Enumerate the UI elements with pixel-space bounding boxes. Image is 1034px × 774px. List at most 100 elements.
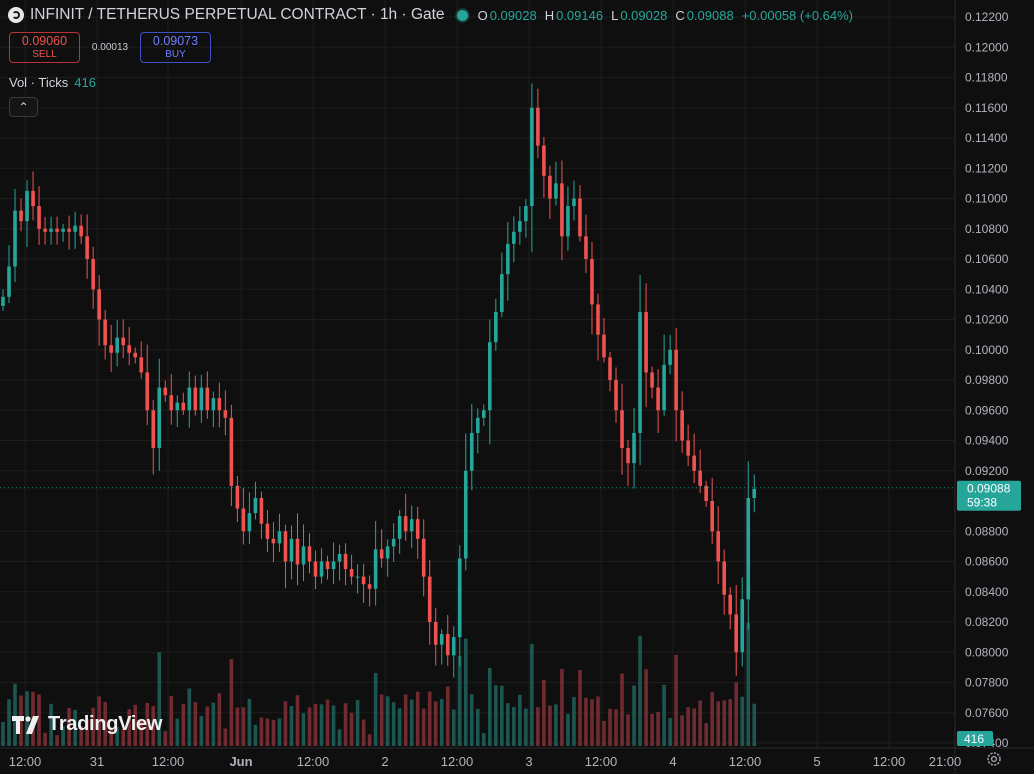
candle-body[interactable] xyxy=(13,210,17,267)
candle-body[interactable] xyxy=(367,584,372,589)
candle-body[interactable] xyxy=(686,440,690,456)
candle-body[interactable] xyxy=(283,531,288,562)
candle-body[interactable] xyxy=(43,228,47,232)
candle-body[interactable] xyxy=(626,448,630,464)
candle-body[interactable] xyxy=(115,337,119,353)
candle-body[interactable] xyxy=(500,274,504,312)
candle-body[interactable] xyxy=(656,387,660,411)
candle-body[interactable] xyxy=(331,561,336,570)
candle-body[interactable] xyxy=(620,410,624,449)
candle-body[interactable] xyxy=(355,576,360,578)
candle-body[interactable] xyxy=(548,175,552,199)
candle-body[interactable] xyxy=(457,558,462,638)
candle-body[interactable] xyxy=(181,402,186,411)
candle-body[interactable] xyxy=(247,513,252,532)
candle-body[interactable] xyxy=(187,387,192,411)
candle-body[interactable] xyxy=(674,349,678,411)
candle-body[interactable] xyxy=(494,311,498,343)
candle-body[interactable] xyxy=(337,553,342,562)
candle-body[interactable] xyxy=(343,553,348,570)
candle-body[interactable] xyxy=(229,417,234,486)
candle-body[interactable] xyxy=(596,304,600,335)
candle-body[interactable] xyxy=(133,352,138,358)
candle-body[interactable] xyxy=(139,357,144,373)
candle-body[interactable] xyxy=(475,417,480,433)
candle-body[interactable] xyxy=(403,516,408,532)
candle-body[interactable] xyxy=(109,345,113,353)
candle-body[interactable] xyxy=(121,337,125,346)
candle-body[interactable] xyxy=(722,561,726,595)
buy-button[interactable]: 0.09073 BUY xyxy=(140,32,211,63)
candle-body[interactable] xyxy=(361,576,366,585)
candle-body[interactable] xyxy=(325,561,330,570)
candle-body[interactable] xyxy=(662,364,666,411)
candle-body[interactable] xyxy=(241,508,246,532)
tradingview-logo[interactable]: TradingView xyxy=(12,713,162,736)
candle-body[interactable] xyxy=(488,342,492,411)
candle-body[interactable] xyxy=(253,497,258,514)
candle-body[interactable] xyxy=(145,372,150,411)
candle-body[interactable] xyxy=(536,107,540,146)
candle-body[interactable] xyxy=(445,634,450,656)
candle-body[interactable] xyxy=(506,243,510,275)
candle-body[interactable] xyxy=(19,210,23,222)
candle-body[interactable] xyxy=(740,599,745,653)
candle-body[interactable] xyxy=(7,266,11,297)
candle-body[interactable] xyxy=(602,334,606,358)
candle-body[interactable] xyxy=(193,387,198,411)
candle-body[interactable] xyxy=(482,410,486,418)
candle-body[interactable] xyxy=(409,519,414,532)
candle-body[interactable] xyxy=(746,497,751,600)
candle-body[interactable] xyxy=(31,190,35,207)
gear-icon[interactable] xyxy=(985,750,1003,768)
candle-body[interactable] xyxy=(704,485,708,501)
candle-body[interactable] xyxy=(397,516,402,539)
candle-body[interactable] xyxy=(644,311,648,373)
candle-body[interactable] xyxy=(91,259,95,290)
candle-body[interactable] xyxy=(67,228,71,232)
candle-body[interactable] xyxy=(61,228,65,232)
candle-body[interactable] xyxy=(421,538,426,577)
candle-body[interactable] xyxy=(512,231,516,244)
candle-body[interactable] xyxy=(103,319,107,346)
candle-body[interactable] xyxy=(734,614,739,653)
candle-body[interactable] xyxy=(463,470,468,559)
candle-body[interactable] xyxy=(301,546,306,565)
candle-body[interactable] xyxy=(680,410,684,441)
candle-body[interactable] xyxy=(650,372,654,388)
candle-body[interactable] xyxy=(319,561,324,577)
candle-body[interactable] xyxy=(710,501,714,532)
candle-body[interactable] xyxy=(469,432,474,471)
candle-body[interactable] xyxy=(175,402,180,411)
candle-body[interactable] xyxy=(259,497,264,524)
candle-body[interactable] xyxy=(25,190,29,222)
candle-body[interactable] xyxy=(752,488,757,498)
candle-body[interactable] xyxy=(313,561,318,577)
candle-body[interactable] xyxy=(199,387,204,411)
candle-body[interactable] xyxy=(223,410,228,418)
candle-body[interactable] xyxy=(614,380,618,411)
sell-button[interactable]: 0.09060 SELL xyxy=(9,32,80,63)
candle-body[interactable] xyxy=(524,206,528,222)
volume-legend[interactable]: Vol · Ticks 416 xyxy=(9,75,96,90)
candle-body[interactable] xyxy=(716,531,720,562)
candle-body[interactable] xyxy=(127,345,132,353)
candle-body[interactable] xyxy=(271,538,276,544)
candle-body[interactable] xyxy=(391,538,396,547)
candle-body[interactable] xyxy=(373,549,378,589)
candle-body[interactable] xyxy=(277,531,282,544)
candle-body[interactable] xyxy=(451,637,456,656)
candle-body[interactable] xyxy=(235,485,240,509)
candle-body[interactable] xyxy=(85,236,89,259)
candle-body[interactable] xyxy=(1,296,5,306)
candle-body[interactable] xyxy=(590,259,594,305)
candle-body[interactable] xyxy=(542,145,546,176)
candle-body[interactable] xyxy=(728,594,733,615)
collapse-legend-button[interactable]: ⌃ xyxy=(9,97,38,117)
candle-body[interactable] xyxy=(692,455,696,471)
candle-body[interactable] xyxy=(295,538,300,565)
candle-body[interactable] xyxy=(427,576,432,622)
candle-body[interactable] xyxy=(385,546,390,559)
candle-body[interactable] xyxy=(289,538,294,562)
